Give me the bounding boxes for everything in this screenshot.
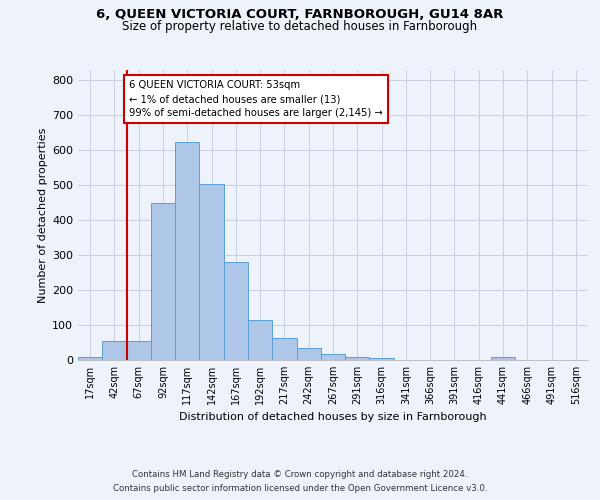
Bar (491, 357, 515, 360)
Bar (199, 184, 224, 360)
Y-axis label: Number of detached properties: Number of detached properties (38, 128, 48, 302)
Text: Contains HM Land Registry data © Crown copyright and database right 2024.: Contains HM Land Registry data © Crown c… (132, 470, 468, 479)
Text: Contains public sector information licensed under the Open Government Licence v3: Contains public sector information licen… (113, 484, 487, 493)
Bar (151, 203, 175, 360)
Bar (370, 358, 394, 360)
Bar (78, 356, 102, 360)
Text: 6, QUEEN VICTORIA COURT, FARNBOROUGH, GU14 8AR: 6, QUEEN VICTORIA COURT, FARNBOROUGH, GU… (97, 8, 503, 20)
Bar (127, 341, 151, 360)
Bar (175, 142, 199, 360)
Bar (321, 354, 345, 360)
Bar (224, 262, 248, 360)
Text: Size of property relative to detached houses in Farnborough: Size of property relative to detached ho… (122, 20, 478, 33)
Bar (102, 341, 127, 360)
Bar (272, 338, 296, 360)
Text: 6 QUEEN VICTORIA COURT: 53sqm
← 1% of detached houses are smaller (13)
99% of se: 6 QUEEN VICTORIA COURT: 53sqm ← 1% of de… (129, 80, 383, 118)
Text: Distribution of detached houses by size in Farnborough: Distribution of detached houses by size … (179, 412, 487, 422)
Bar (248, 320, 272, 360)
Bar (296, 348, 321, 360)
Bar (345, 356, 370, 360)
